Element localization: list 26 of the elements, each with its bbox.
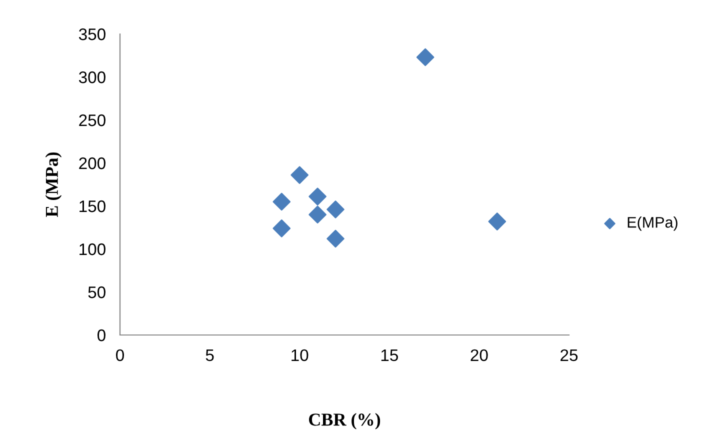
point: [272, 192, 291, 211]
y-tick-label: 350: [78, 28, 106, 40]
x-tick-label: 10: [292, 349, 308, 362]
y-tick-label: 250: [79, 114, 106, 126]
point: [326, 230, 344, 248]
legend-label: E(MPa): [628, 216, 678, 231]
point: [326, 200, 344, 218]
y-axis-title: E (MPa): [45, 152, 62, 218]
x-tick-label: 5: [206, 350, 214, 362]
y-tick-label: 200: [79, 157, 106, 170]
x-tick-label: 20: [470, 349, 488, 362]
point: [488, 212, 506, 230]
x-tick-label: 0: [116, 349, 124, 362]
y-tick-label: 300: [78, 71, 106, 84]
point: [308, 188, 326, 206]
y-tick-label: 150: [80, 200, 106, 212]
point: [308, 206, 326, 224]
y-tick-label: 100: [80, 243, 106, 256]
x-tick-label: 25: [560, 349, 578, 362]
point: [272, 219, 291, 238]
y-tick-label: 50: [88, 286, 106, 298]
point: [290, 166, 309, 184]
point: [416, 48, 434, 66]
x-axis-title: CBR (%): [309, 413, 380, 430]
x-tick-label: 15: [381, 350, 398, 362]
y-tick-label: 0: [97, 329, 106, 342]
